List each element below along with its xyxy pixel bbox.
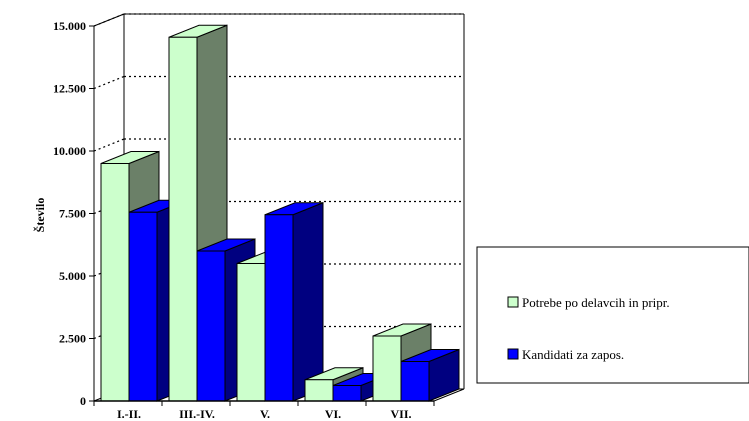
gridline-side: [93, 13, 125, 27]
x-category-label: I.-II.: [117, 407, 141, 421]
legend-swatch-kandidati: [507, 348, 519, 360]
bar-front-face: [264, 214, 294, 402]
x-category-label: VII.: [390, 407, 411, 421]
x-category-label: III.-IV.: [179, 407, 215, 421]
bar-side-face: [292, 202, 324, 402]
bar-front-face: [372, 335, 402, 402]
y-tick-label: 0: [80, 394, 86, 408]
bar-front-face: [196, 250, 226, 402]
bar-front-face: [400, 361, 430, 402]
y-tick-label: 12.500: [53, 82, 86, 96]
legend-label-potrebe: Potrebe po delavcih in pripr.: [522, 295, 670, 310]
y-tick-label: 2.500: [59, 332, 86, 346]
legend-swatch-potrebe: [507, 296, 519, 308]
x-category-label: V.: [260, 407, 270, 421]
y-axis-ticks: 0 2.500 5.000 7.500 10.000 12.500 15.000: [53, 19, 94, 408]
gridline-side: [93, 75, 125, 90]
bar-front-face: [236, 263, 266, 402]
y-tick-label: 10.000: [53, 144, 86, 158]
bar-kandidati-5: [400, 348, 460, 402]
x-category-label: VI.: [325, 407, 341, 421]
bar-kandidati-3: [264, 202, 324, 402]
bar-front-face: [128, 211, 158, 402]
y-tick-label: 15.000: [53, 19, 86, 33]
legend-box: [476, 246, 749, 384]
x-axis-categories: I.-II. III.-IV. V. VI. VII.: [93, 401, 435, 421]
bar-front-face: [304, 379, 334, 402]
gridline-side: [93, 138, 125, 152]
bar-front-face: [100, 163, 130, 402]
y-tick-label: 5.000: [59, 269, 86, 283]
floor-right-edge: [433, 388, 465, 402]
y-tick-label: 7.500: [59, 207, 86, 221]
y-axis-title: Število: [33, 198, 47, 233]
bar-front-face: [168, 36, 198, 402]
legend: Potrebe po delavcih in pripr. Kandidati …: [476, 246, 749, 384]
bar-front-face: [332, 385, 362, 402]
bars: [100, 24, 460, 402]
legend-label-kandidati: Kandidati za zapos.: [522, 347, 624, 362]
